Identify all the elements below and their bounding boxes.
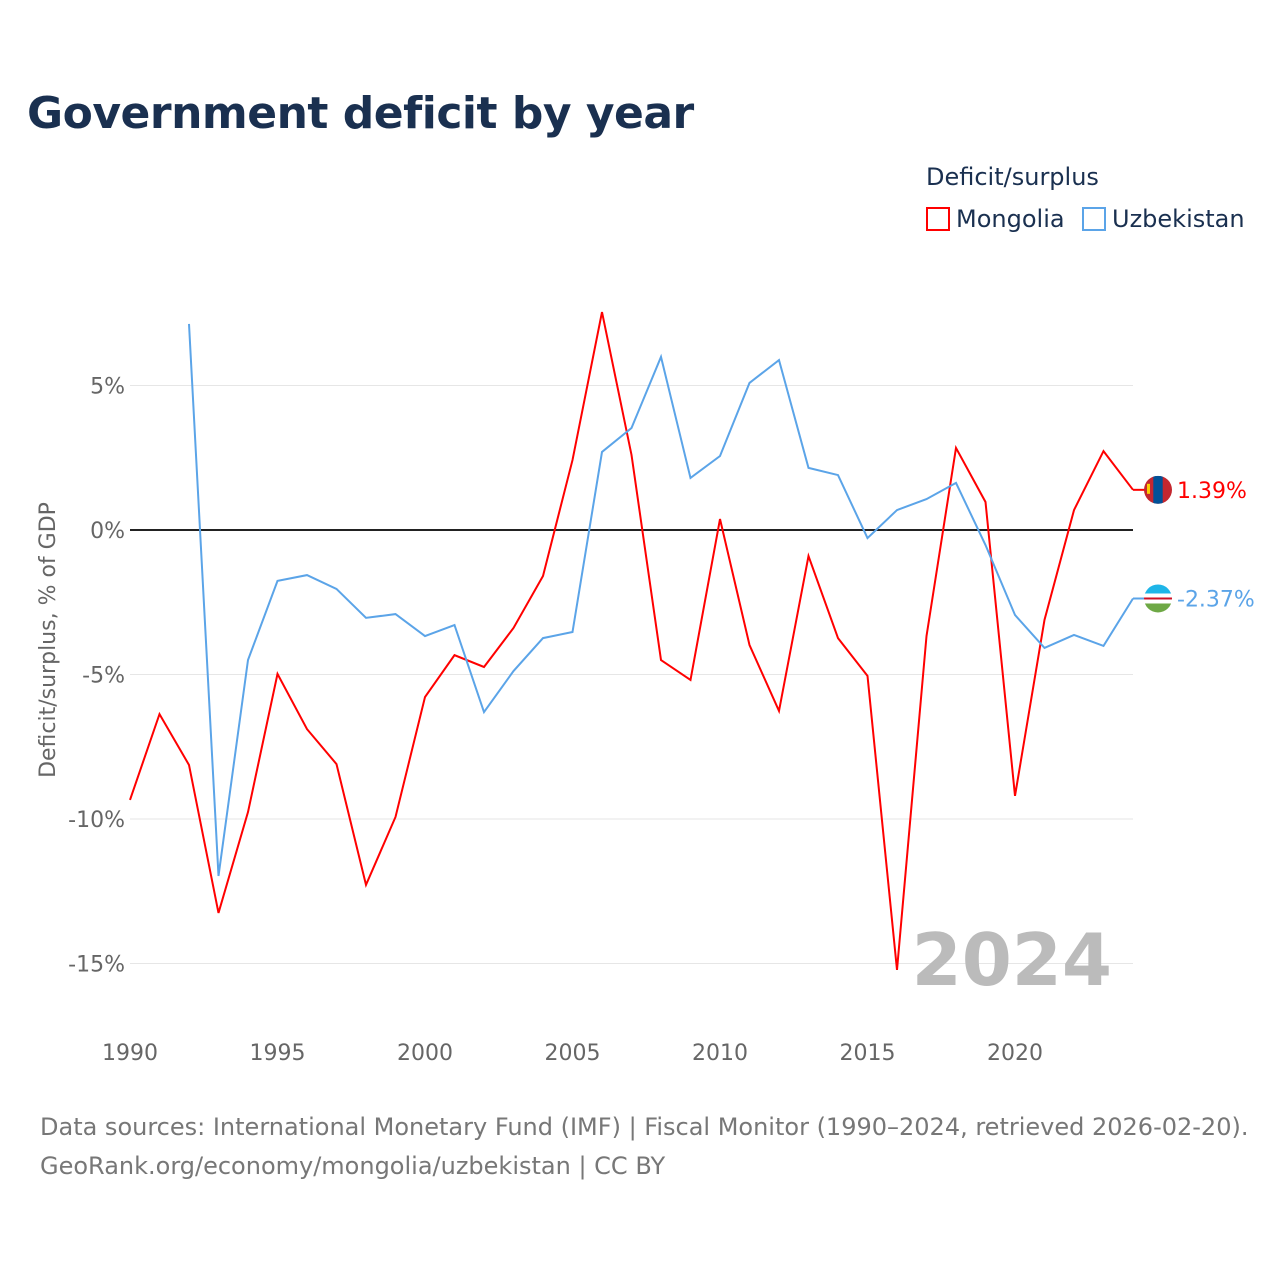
- y-tick-label: 0%: [90, 519, 125, 544]
- legend-swatch-mongolia: [926, 207, 950, 231]
- y-tick-label: -5%: [82, 664, 125, 689]
- year-watermark: 2024: [912, 918, 1112, 1002]
- legend-item-mongolia[interactable]: Mongolia: [926, 205, 1065, 233]
- x-tick-label: 1995: [250, 1041, 306, 1066]
- source-line: Data sources: International Monetary Fun…: [40, 1113, 1249, 1141]
- x-tick-label: 2005: [545, 1041, 601, 1066]
- x-tick-label: 2015: [840, 1041, 896, 1066]
- legend-title: Deficit/surplus: [926, 163, 1099, 191]
- y-tick-label: 5%: [90, 375, 125, 400]
- x-tick-label: 2010: [692, 1041, 748, 1066]
- x-tick-label: 1990: [102, 1041, 158, 1066]
- end-value-label: 1.39%: [1177, 479, 1247, 504]
- legend-swatch-uzbekistan: [1082, 207, 1106, 231]
- legend-item-uzbekistan[interactable]: Uzbekistan: [1082, 205, 1245, 233]
- legend-label: Mongolia: [956, 205, 1065, 233]
- x-tick-label: 2020: [987, 1041, 1043, 1066]
- series-line-mongolia: [129, 311, 1134, 970]
- mongolia-flag-icon: [1144, 475, 1172, 504]
- chart-title: Government deficit by year: [27, 88, 694, 139]
- y-axis-label: Deficit/surplus, % of GDP: [36, 502, 61, 778]
- end-value-label: -2.37%: [1177, 587, 1255, 612]
- uzbekistan-flag-icon: [1144, 584, 1172, 613]
- series-line-uzbekistan: [188, 323, 1134, 877]
- y-tick-label: -10%: [68, 808, 125, 833]
- source-note: Data sources: International Monetary Fun…: [40, 1108, 1248, 1186]
- y-tick-label: -15%: [68, 953, 125, 978]
- source-url[interactable]: GeoRank.org/economy/mongolia/uzbekistan …: [40, 1152, 666, 1180]
- x-tick-label: 2000: [397, 1041, 453, 1066]
- legend-label: Uzbekistan: [1112, 205, 1245, 233]
